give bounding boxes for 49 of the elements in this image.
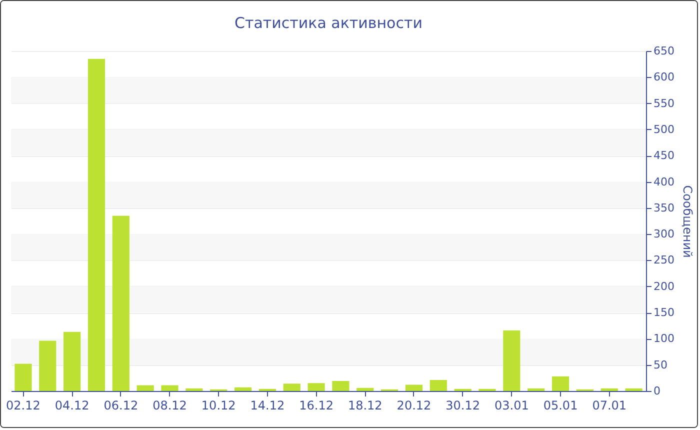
- x-tick-label: 30.12: [446, 398, 480, 412]
- bar: [356, 388, 374, 391]
- x-tick-label: 08.12: [152, 398, 187, 412]
- y-tick-label: 300: [654, 228, 674, 241]
- y-tick-label: 500: [654, 122, 674, 136]
- bar: [430, 380, 447, 391]
- bar: [88, 58, 106, 391]
- x-tick-label: 04.12: [54, 398, 90, 412]
- bar: [136, 385, 154, 391]
- bar: [308, 383, 325, 391]
- y-tick-label: 450: [654, 149, 674, 162]
- bar: [64, 332, 81, 391]
- bar: [112, 216, 130, 391]
- y-tick-label: 350: [654, 201, 674, 214]
- bar: [552, 376, 570, 391]
- bar: [14, 364, 32, 391]
- y-tick-label: 50: [654, 358, 668, 372]
- bar: [332, 381, 350, 391]
- y-tick-label: 150: [654, 306, 674, 320]
- bar: [161, 385, 178, 391]
- bar: [600, 388, 618, 391]
- bar: [234, 387, 252, 391]
- bar: [186, 388, 203, 391]
- y-tick-label: 250: [654, 254, 674, 267]
- x-tick-label: 07.01: [592, 398, 627, 412]
- y-tick-label: 400: [654, 175, 674, 188]
- x-tick-label: 10.12: [201, 398, 236, 412]
- x-tick-label: 03.01: [494, 398, 529, 412]
- x-tick-label: 18.12: [348, 398, 382, 412]
- bar: [283, 384, 300, 391]
- x-tick-label: 05.01: [543, 398, 578, 412]
- bar: [39, 340, 56, 391]
- x-tick-label: 02.12: [6, 398, 40, 412]
- bar: [405, 384, 423, 391]
- y-axis-title: Сообщений: [680, 185, 694, 258]
- bar: [625, 388, 642, 391]
- bar: [528, 388, 545, 391]
- chart-title: Статистика активности: [234, 14, 422, 32]
- y-tick-label: 550: [654, 96, 674, 110]
- bar: [503, 330, 520, 391]
- y-tick-label: 650: [654, 44, 674, 58]
- x-tick-label: 06.12: [104, 398, 138, 412]
- x-tick-label: 14.12: [250, 398, 285, 412]
- x-tick-label: 20.12: [396, 398, 432, 412]
- y-tick-label: 200: [654, 280, 674, 293]
- y-tick-label: 600: [654, 70, 674, 84]
- x-tick-label: 16.12: [299, 398, 334, 412]
- y-tick-label: 0: [654, 384, 660, 398]
- y-tick-label: 100: [654, 332, 674, 346]
